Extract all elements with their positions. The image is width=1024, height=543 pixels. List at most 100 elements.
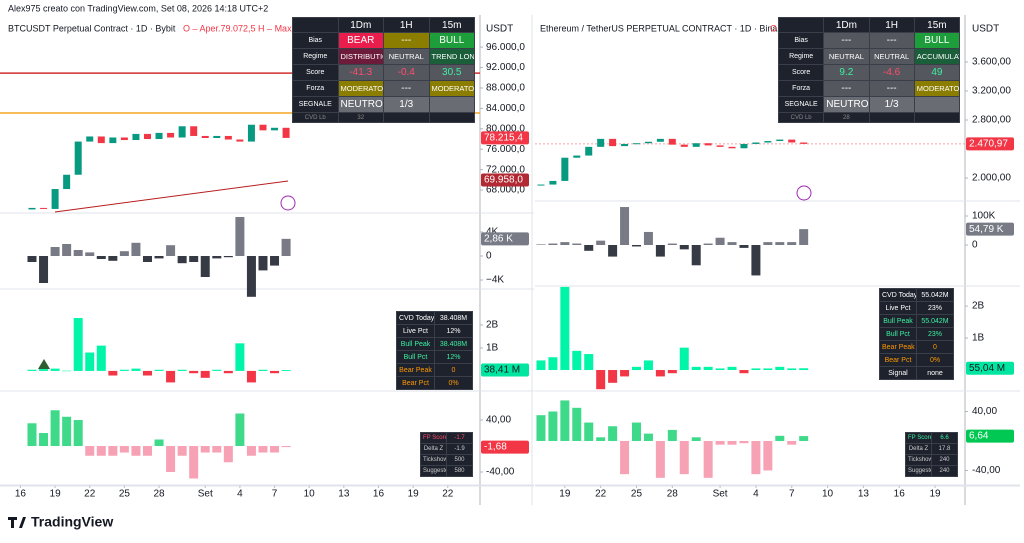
candle bbox=[668, 138, 676, 145]
row-value: 12% bbox=[434, 350, 473, 364]
cell: -0.4 bbox=[383, 64, 430, 81]
candle bbox=[271, 127, 279, 131]
x-tick-label: 7 bbox=[272, 489, 278, 500]
price-badge-label: 38,41 M bbox=[484, 365, 520, 376]
y-tick-label: 3.200,00 bbox=[972, 86, 1011, 97]
table-row: FP Score 6.6 bbox=[905, 432, 958, 444]
histogram-bar bbox=[142, 370, 152, 376]
histogram-bar bbox=[50, 246, 60, 257]
histogram-bar bbox=[727, 440, 737, 445]
histogram-bar bbox=[166, 446, 176, 473]
histogram-bar bbox=[715, 237, 725, 245]
histogram-bar bbox=[246, 256, 256, 297]
histogram-bar bbox=[775, 242, 785, 245]
y-tick-label: 40,00 bbox=[972, 406, 997, 417]
histogram-bar bbox=[85, 352, 95, 371]
cell: 9.2 bbox=[823, 64, 870, 81]
candle bbox=[190, 126, 198, 136]
histogram-bar bbox=[703, 366, 713, 371]
candle bbox=[86, 136, 94, 142]
row-value: 55.042M bbox=[916, 288, 954, 302]
histogram-bar bbox=[679, 245, 689, 250]
price-badge-label: 69.958,0 bbox=[484, 175, 523, 186]
candle bbox=[740, 143, 748, 149]
candle bbox=[224, 135, 232, 140]
histogram-bar bbox=[235, 413, 245, 447]
candle bbox=[573, 155, 581, 158]
histogram-bar bbox=[212, 446, 222, 453]
x-tick-label: 19 bbox=[929, 489, 941, 500]
histogram-bar bbox=[787, 440, 797, 445]
candle bbox=[800, 142, 808, 144]
table-row: Bull Pct 23% bbox=[879, 327, 954, 341]
row-label: Tickshow bbox=[420, 454, 447, 466]
y-tick-label: 76.000,0 bbox=[486, 144, 525, 155]
row-label: Bull Pct bbox=[396, 350, 435, 364]
footer-value: 32 bbox=[337, 112, 384, 123]
price-badge-label: 55,04 M bbox=[969, 363, 1005, 374]
histogram-bar bbox=[667, 429, 677, 441]
histogram-bar bbox=[655, 370, 665, 377]
histogram-bar bbox=[560, 400, 570, 441]
table-row: Live Pct 23% bbox=[879, 301, 954, 315]
candle bbox=[143, 133, 151, 140]
histogram-bar bbox=[572, 243, 582, 245]
cell: MODERATO bbox=[337, 80, 384, 97]
y-tick-label: 92.000,0 bbox=[486, 62, 525, 73]
x-tick-label: 4 bbox=[753, 489, 759, 500]
cell: ACCUMULATION bbox=[913, 48, 961, 65]
row-value: none bbox=[916, 366, 954, 380]
histogram-bar bbox=[548, 243, 558, 245]
histogram-bar bbox=[96, 256, 106, 260]
table-row: Bull Pct 12% bbox=[396, 350, 473, 364]
table-row: Live Pct 12% bbox=[396, 324, 473, 338]
price-badge-label: 54,79 K bbox=[969, 224, 1004, 235]
header-cell bbox=[777, 17, 825, 33]
histogram-bar bbox=[258, 369, 268, 371]
candle bbox=[597, 138, 605, 147]
histogram-bar bbox=[584, 422, 594, 441]
y-tick-label: 4K bbox=[486, 227, 499, 238]
histogram-bar bbox=[655, 245, 665, 257]
x-tick-label: 25 bbox=[631, 489, 643, 500]
row-label: Bear Peak bbox=[879, 340, 917, 354]
row-value: -1.9 bbox=[446, 443, 473, 455]
histogram-bar bbox=[572, 407, 582, 441]
histogram-bar bbox=[119, 369, 129, 371]
x-tick-label: 13 bbox=[858, 489, 870, 500]
row-label: SEGNALE bbox=[777, 96, 825, 113]
candle bbox=[236, 139, 244, 142]
y-tick-label: 84.000,0 bbox=[486, 103, 525, 114]
histogram-bar bbox=[85, 446, 95, 456]
histogram-bar bbox=[235, 343, 245, 371]
cell: NEUTRAL bbox=[383, 48, 430, 65]
histogram-bar bbox=[620, 370, 630, 377]
histogram-bar bbox=[751, 368, 761, 371]
histogram-bar bbox=[536, 360, 546, 371]
currency: USDT bbox=[972, 24, 999, 35]
x-tick-label: 22 bbox=[595, 489, 607, 500]
y-tick-label: 96.000,0 bbox=[486, 42, 525, 53]
histogram-bar bbox=[560, 242, 570, 245]
histogram-bar bbox=[96, 446, 106, 456]
histogram-bar bbox=[131, 242, 141, 257]
cvd-table: CVD Today 38.408M Live Pct 12% Bull Peak 38.4… bbox=[396, 311, 473, 390]
candle bbox=[609, 138, 617, 147]
histogram-bar bbox=[270, 446, 280, 453]
histogram-bar bbox=[691, 245, 701, 266]
histogram-bar bbox=[679, 347, 689, 371]
candle bbox=[282, 127, 290, 138]
candle bbox=[561, 157, 569, 181]
histogram-bar bbox=[177, 446, 187, 456]
histogram-bar bbox=[85, 252, 95, 257]
cell bbox=[428, 112, 475, 123]
table-row: Score 9.2 -4.6 49 bbox=[777, 64, 961, 81]
table-row: Bear Pct 0% bbox=[396, 376, 473, 390]
histogram-bar bbox=[223, 370, 233, 374]
price-badge bbox=[481, 131, 529, 145]
row-label: Bull Peak bbox=[396, 337, 435, 351]
table-row: Bias BEAR --- BULL bbox=[292, 32, 475, 49]
cell: NEUTRAL bbox=[823, 48, 870, 65]
histogram-bar bbox=[200, 256, 210, 278]
